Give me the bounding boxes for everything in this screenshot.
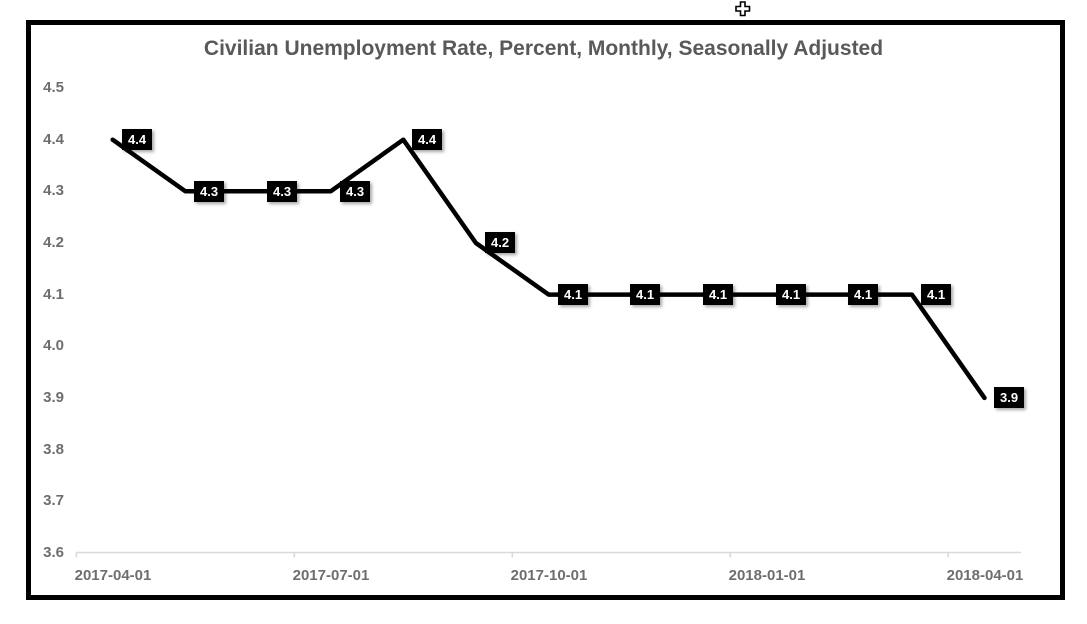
y-axis-tick-label: 3.9 [43, 389, 64, 406]
y-axis-tick-label: 4.1 [43, 286, 64, 303]
x-axis-tick-label: 2018-04-01 [946, 567, 1024, 584]
data-label[interactable]: 4.3 [340, 181, 371, 202]
y-axis-tick-label: 4.4 [43, 131, 64, 148]
data-label[interactable]: 4.1 [558, 284, 589, 305]
data-label[interactable]: 4.3 [267, 181, 298, 202]
data-label[interactable]: 4.1 [921, 284, 952, 305]
data-label[interactable]: 3.9 [994, 387, 1025, 408]
series-polyline[interactable] [110, 137, 987, 401]
x-axis-tick-label: 2017-10-01 [510, 567, 588, 584]
y-axis-tick-label: 3.8 [43, 441, 64, 458]
data-label[interactable]: 4.3 [194, 181, 225, 202]
series-line[interactable] [110, 137, 987, 401]
data-label[interactable]: 4.1 [630, 284, 661, 305]
chart-object[interactable] [26, 20, 1065, 600]
x-axis-tick-label: 2017-07-01 [292, 567, 370, 584]
y-axis-tick-label: 4.0 [43, 337, 64, 354]
data-label[interactable]: 4.1 [703, 284, 734, 305]
chart-title[interactable]: Civilian Unemployment Rate, Percent, Mon… [203, 37, 884, 60]
x-axis-tick-label: 2018-01-01 [728, 567, 806, 584]
x-axis [75, 551, 1021, 558]
y-axis-tick-label: 3.7 [43, 492, 64, 509]
move-cursor-icon [735, 1, 751, 17]
data-label[interactable]: 4.1 [776, 284, 807, 305]
y-axis-tick-label: 4.3 [43, 182, 64, 199]
y-axis-tick-label: 3.6 [43, 544, 64, 561]
y-axis-tick-label: 4.2 [43, 234, 64, 251]
y-axis-tick-label: 4.5 [43, 79, 64, 96]
x-axis-tick-label: 2017-04-01 [74, 567, 152, 584]
data-label[interactable]: 4.1 [848, 284, 879, 305]
data-label[interactable]: 4.2 [485, 232, 516, 253]
data-label[interactable]: 4.4 [412, 129, 443, 150]
data-label[interactable]: 4.4 [122, 129, 153, 150]
